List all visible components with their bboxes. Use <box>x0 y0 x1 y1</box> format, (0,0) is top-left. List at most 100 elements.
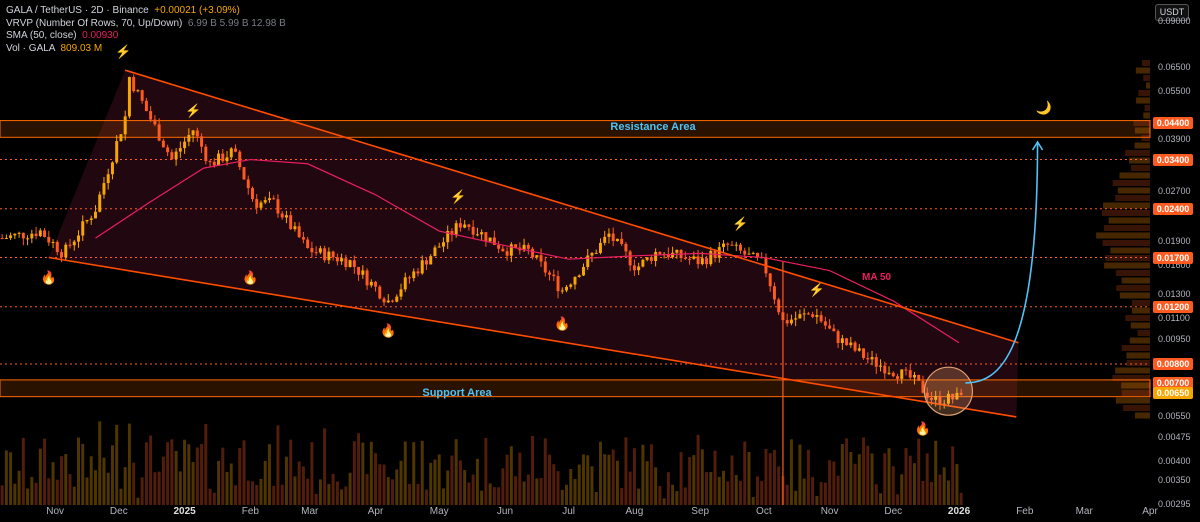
x-tick-label: Feb <box>1016 506 1034 517</box>
candle-body <box>730 244 734 246</box>
candle-body <box>454 223 458 235</box>
candle-body <box>412 271 416 279</box>
volume-bar <box>424 489 428 505</box>
lightning-icon: ⚡ <box>114 43 132 59</box>
volume-bar <box>140 477 144 505</box>
candle-body <box>467 224 471 227</box>
volume-profile-bar <box>1133 120 1150 126</box>
candle-body <box>768 273 772 287</box>
volume-bar <box>110 445 114 505</box>
legend-sma-label: SMA (50, close) <box>6 30 77 41</box>
volume-bar <box>221 447 225 505</box>
volume-bar <box>649 444 653 505</box>
volume-bar <box>217 460 221 505</box>
volume-bar <box>734 475 738 505</box>
price-tag: 0.02400 <box>1153 202 1193 215</box>
volume-bar <box>641 444 645 505</box>
volume-bar <box>471 474 475 505</box>
volume-profile-bar <box>1115 397 1150 404</box>
support-area-label: Support Area <box>422 387 492 399</box>
candle-body <box>607 233 611 237</box>
candle-body <box>26 238 30 240</box>
candle-body <box>666 253 670 258</box>
volume-profile-bar <box>1121 390 1150 396</box>
volume-profile-bar <box>1119 292 1150 299</box>
volume-bar <box>942 467 946 505</box>
legend-sma-row[interactable]: SMA (50, close) 0.00930 <box>6 30 286 43</box>
volume-bar <box>229 463 233 505</box>
candle-body <box>649 257 653 261</box>
volume-bar <box>480 490 484 505</box>
volume-profile-bar <box>1110 247 1150 254</box>
candle-body <box>284 215 288 218</box>
candle-body <box>548 272 552 275</box>
volume-bar <box>739 480 742 505</box>
volume-bar <box>191 462 195 505</box>
volume-bar <box>683 487 687 505</box>
candle-body <box>908 370 912 378</box>
volume-bar <box>51 462 55 505</box>
candle-body <box>611 233 615 241</box>
volume-bar <box>632 448 636 505</box>
volume-bar <box>917 438 921 505</box>
currency-button[interactable]: USDT <box>1155 4 1189 21</box>
volume-profile-bar <box>1101 210 1150 216</box>
candle-body <box>212 161 216 166</box>
volume-bar <box>492 487 496 505</box>
volume-bar <box>132 462 136 505</box>
candle-body <box>560 290 564 292</box>
volume-bar <box>883 453 887 505</box>
candle-body <box>72 241 76 246</box>
candle-body <box>794 318 798 320</box>
y-tick-label: 0.09000 <box>1158 16 1191 26</box>
candle-body <box>123 116 127 135</box>
legend-symbol-row[interactable]: GALA / TetherUS · 2D · Binance +0.00021 … <box>6 5 286 18</box>
volume-bar <box>751 497 755 505</box>
volume-profile-bar <box>1138 90 1150 96</box>
volume-bar <box>823 482 827 505</box>
volume-bar <box>340 489 344 505</box>
candle-body <box>144 100 148 112</box>
candle-body <box>896 376 899 379</box>
volume-profile-bar <box>1141 135 1150 141</box>
volume-bar <box>382 464 386 505</box>
candle-body <box>582 267 585 276</box>
candle-body <box>149 111 153 120</box>
volume-profile-bar <box>1121 277 1150 284</box>
lightning-icon: ⚡ <box>450 189 467 205</box>
volume-bar <box>891 466 895 505</box>
candle-body <box>314 252 318 254</box>
volume-bar <box>946 480 950 505</box>
volume-bar <box>21 437 25 505</box>
legend-volume-row[interactable]: Vol · GALA 809.03 M <box>6 43 286 56</box>
candle-body <box>416 271 420 274</box>
volume-bar <box>178 471 182 505</box>
volume-bar <box>454 439 458 505</box>
candle-body <box>739 244 742 251</box>
candle-body <box>628 251 632 266</box>
volume-bar <box>806 449 810 505</box>
volume-bar <box>234 485 238 505</box>
candle-body <box>501 248 505 252</box>
volume-bar <box>13 483 17 505</box>
candle-body <box>722 243 726 248</box>
candle-body <box>904 369 908 371</box>
volume-bar <box>408 484 411 505</box>
volume-bar <box>900 474 904 505</box>
volume-profile-bar <box>1134 412 1150 419</box>
candle-body <box>38 230 42 237</box>
volume-bar <box>662 498 666 505</box>
y-tick-label: 0.00295 <box>1158 499 1191 509</box>
volume-bar <box>403 441 407 505</box>
legend-vrvp-row[interactable]: VRVP (Number Of Rows, 70, Up/Down) 6.99 … <box>6 18 286 31</box>
fire-icon: 🔥 <box>40 270 57 286</box>
volume-profile-bar <box>1104 262 1150 269</box>
volume-bar <box>272 485 276 505</box>
price-tag: 0.00650 <box>1153 387 1193 400</box>
candle-body <box>726 243 730 245</box>
volume-bar <box>77 437 80 505</box>
fire-icon: 🔥 <box>914 420 932 436</box>
volume-bar <box>611 449 615 505</box>
